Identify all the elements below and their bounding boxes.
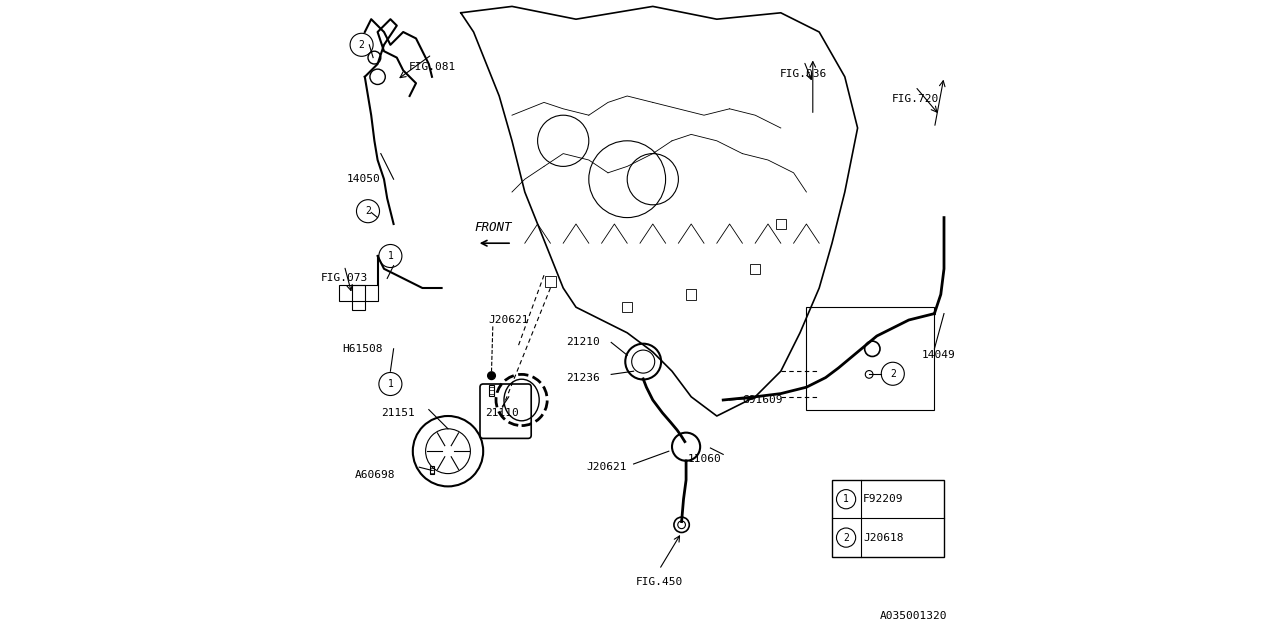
Text: H61508: H61508 [342,344,383,354]
Text: 2: 2 [365,206,371,216]
Bar [750,264,760,274]
Text: 2: 2 [358,40,365,50]
Text: J20621: J20621 [586,462,627,472]
Bar [545,276,556,287]
Text: 14049: 14049 [922,350,955,360]
Text: FIG.073: FIG.073 [321,273,367,284]
Text: 1: 1 [388,379,393,389]
Bar [622,302,632,312]
Text: 1: 1 [388,251,393,261]
Text: FIG.081: FIG.081 [408,62,456,72]
Text: A035001320: A035001320 [879,611,947,621]
Bar [352,285,365,310]
Text: FRONT: FRONT [474,221,512,234]
Text: G91609: G91609 [742,395,783,405]
Text: 21151: 21151 [381,408,415,418]
Text: 21210: 21210 [566,337,600,348]
Circle shape [488,372,495,380]
Text: F92209: F92209 [863,494,904,504]
Text: 1: 1 [844,494,849,504]
Text: 21110: 21110 [485,408,520,418]
Text: J20618: J20618 [863,532,904,543]
Text: FIG.720: FIG.720 [892,94,938,104]
Text: 14050: 14050 [347,174,381,184]
Text: A60698: A60698 [355,470,396,480]
Bar [832,480,945,557]
Bar [806,307,934,410]
Text: 21236: 21236 [566,372,600,383]
Bar [686,289,696,300]
Text: 11060: 11060 [689,454,722,464]
Bar [430,467,434,474]
Text: FIG.036: FIG.036 [781,68,827,79]
Text: J20621: J20621 [489,315,529,325]
Text: 2: 2 [844,532,849,543]
Bar [489,385,494,396]
Bar [776,219,786,229]
Text: 2: 2 [890,369,896,379]
Text: FIG.450: FIG.450 [636,577,682,588]
Bar [339,285,378,301]
